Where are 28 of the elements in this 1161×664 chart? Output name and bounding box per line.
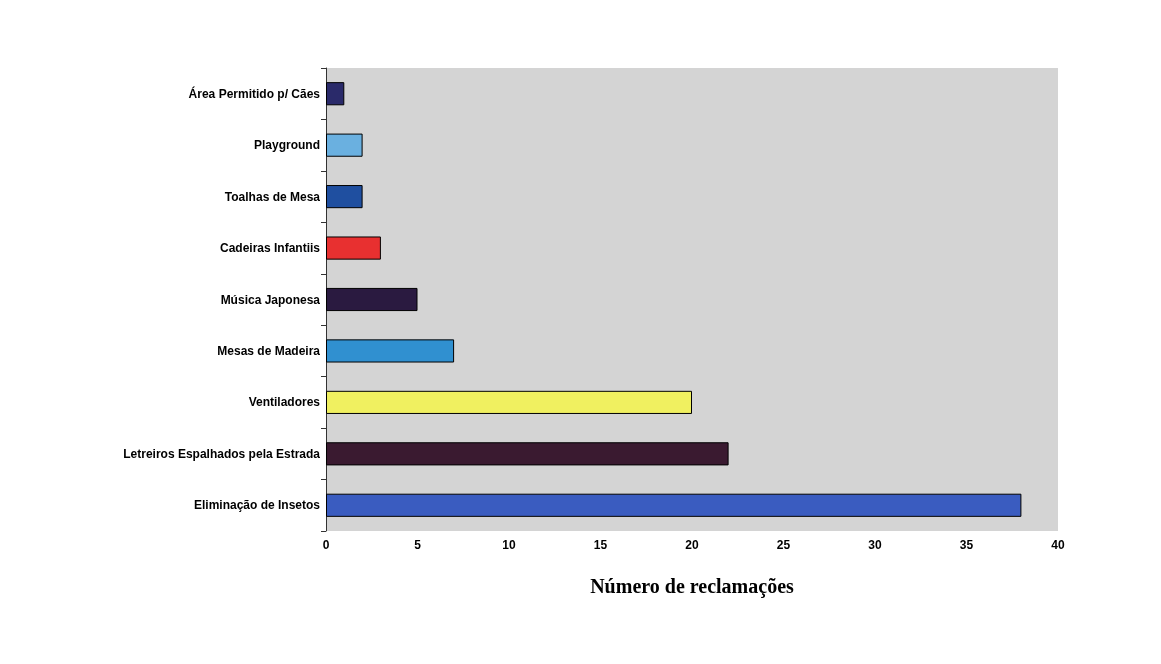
y-tick-label: Mesas de Madeira <box>217 343 321 358</box>
x-tick-label: 15 <box>593 538 608 552</box>
bar <box>326 185 363 209</box>
x-axis-title: Número de reclamações <box>590 575 795 598</box>
y-tick-label: Ventiladores <box>248 395 321 410</box>
x-tick-label: 0 <box>322 538 330 552</box>
x-tick-label: 25 <box>776 538 791 552</box>
bar <box>326 339 455 363</box>
x-tick-label: 35 <box>959 538 974 552</box>
bar <box>326 442 729 466</box>
bar <box>326 236 381 260</box>
y-tick-label: Playground <box>253 138 320 153</box>
bar <box>326 390 692 414</box>
bar <box>326 133 363 157</box>
y-tick-label: Letreiros Espalhados pela Estrada <box>123 446 321 461</box>
bar <box>326 493 1022 517</box>
y-tick-label: Cadeiras Infantiis <box>219 241 321 256</box>
x-tick-label: 20 <box>685 538 699 552</box>
y-tick-label: Eliminação de Insetos <box>193 498 321 513</box>
y-tick-label: Música Japonesa <box>220 292 321 307</box>
x-tick-label: 40 <box>1051 538 1065 552</box>
y-tick-label: Toalhas de Mesa <box>224 189 321 204</box>
bar <box>326 82 345 106</box>
y-tick-label: Área Permitido p/ Cães <box>188 85 321 101</box>
x-tick-label: 5 <box>414 538 422 552</box>
bar <box>326 287 418 312</box>
x-tick-label: 30 <box>868 538 882 552</box>
x-tick-label: 10 <box>502 538 516 552</box>
